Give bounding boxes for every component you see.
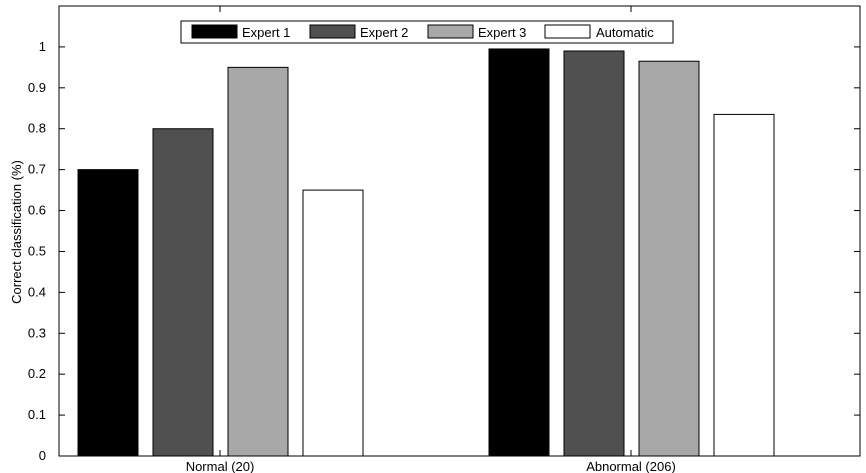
plot-frame <box>58 5 861 457</box>
y-tick-label: 0.5 <box>28 243 46 258</box>
y-axis-label: Correct classification (%) <box>9 160 24 304</box>
y-tick-label: 0.1 <box>28 407 46 422</box>
bar-expert-2-abnormal-206 <box>563 50 625 457</box>
y-tick-label: 1 <box>39 39 46 54</box>
y-tick-label: 0.7 <box>28 162 46 177</box>
legend-swatch-expert-3 <box>427 24 474 39</box>
bar-expert-3-abnormal-206 <box>638 60 700 457</box>
legend-swatch-expert-1 <box>191 24 238 39</box>
bar-expert-1-normal-20 <box>77 169 139 457</box>
bar-expert-3-normal-20 <box>227 66 289 457</box>
y-tick-label: 0.9 <box>28 80 46 95</box>
legend-swatch-automatic <box>544 24 591 39</box>
legend-label-automatic: Automatic <box>596 25 654 40</box>
legend: Expert 1 Expert 2 Expert 3 Automatic <box>180 20 674 44</box>
y-tick-label: 0.2 <box>28 366 46 381</box>
x-tick-label: Abnormal (206) <box>586 459 676 473</box>
bar-automatic-abnormal-206 <box>713 113 775 457</box>
axes-layer: 0 0.1 0.2 0.3 0.4 0.5 0.6 0.7 0.8 0.9 1 Normal (20)… <box>28 5 861 473</box>
legend-label-expert-2: Expert 2 <box>360 25 408 40</box>
bar-expert-2-normal-20 <box>152 128 214 457</box>
y-tick-label: 0.8 <box>28 121 46 136</box>
bar-expert-1-abnormal-206 <box>488 48 550 457</box>
bars-layer <box>77 48 775 457</box>
y-tick-label: 0 <box>39 448 46 463</box>
y-tick-label: 0.4 <box>28 284 46 299</box>
legend-label-expert-3: Expert 3 <box>478 25 526 40</box>
y-tick-label: 0.3 <box>28 325 46 340</box>
bar-automatic-normal-20 <box>302 189 364 457</box>
legend-label-expert-1: Expert 1 <box>242 25 290 40</box>
y-tick-label: 0.6 <box>28 203 46 218</box>
legend-swatch-expert-2 <box>309 24 356 39</box>
x-tick-label: Normal (20) <box>186 459 255 473</box>
